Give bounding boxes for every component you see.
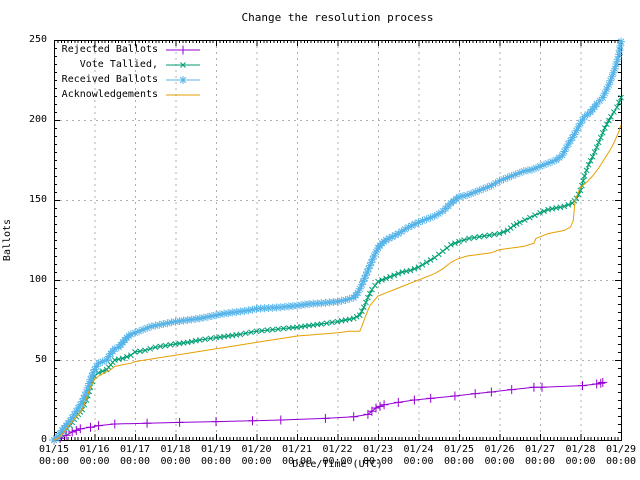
y-axis-label: Ballots: [2, 218, 13, 262]
legend-label: Acknowledgements: [61, 89, 158, 100]
legend-label: Vote Tallied,: [79, 59, 158, 70]
legend-item-received-ballots: Received Ballots: [58, 72, 202, 87]
x-tick-label-time: 00:00: [38, 456, 70, 467]
x-tick-label-time: 00:00: [484, 456, 515, 467]
x-tick-label-time: 00:00: [524, 456, 556, 467]
x-tick-label-date: 01/24: [403, 444, 434, 455]
y-tick-label: 150: [28, 194, 47, 205]
asterisk-marker-icon: [166, 75, 200, 84]
x-tick-label-date: 01/22: [322, 444, 353, 455]
x-tick-label-time: 00:00: [160, 456, 191, 467]
legend-item-vote-tallied: Vote Tallied,: [58, 57, 202, 72]
cross-marker-icon: [166, 61, 200, 68]
legend-label: Rejected Ballots: [61, 44, 158, 55]
x-tick-label-date: 01/28: [565, 444, 596, 455]
y-tick-label: 250: [28, 34, 47, 45]
x-tick-label-date: 01/15: [38, 444, 70, 455]
x-tick-label-time: 00:00: [281, 456, 313, 467]
x-tick-label-time: 00:00: [241, 456, 272, 467]
x-tick-label-date: 01/23: [362, 444, 394, 455]
x-tick-label-date: 01/20: [241, 444, 272, 455]
chart-title: Change the resolution process: [241, 11, 434, 24]
x-tick-label-date: 01/27: [524, 444, 556, 455]
x-tick-label-date: 01/18: [160, 444, 191, 455]
x-tick-label-time: 00:00: [322, 456, 353, 467]
x-tick-label-time: 00:00: [200, 456, 232, 467]
line-marker-icon: [166, 94, 200, 95]
legend-label: Received Ballots: [61, 74, 158, 85]
x-tick-label-date: 01/17: [119, 444, 151, 455]
legend-item-acknowledgements: Acknowledgements: [58, 87, 202, 102]
x-tick-label-date: 01/16: [79, 444, 110, 455]
x-tick-label-time: 00:00: [119, 456, 151, 467]
legend-item-rejected-ballots: Rejected Ballots: [58, 42, 202, 57]
x-tick-label-date: 01/25: [443, 444, 475, 455]
x-tick-label-date: 01/26: [484, 444, 515, 455]
y-tick-label: 100: [28, 274, 47, 285]
x-tick-label-time: 00:00: [403, 456, 434, 467]
y-tick-label: 50: [34, 354, 47, 365]
x-tick-label-time: 00:00: [362, 456, 394, 467]
x-tick-label-date: 01/29: [605, 444, 637, 455]
x-tick-label-time: 00:00: [443, 456, 475, 467]
x-tick-label-time: 00:00: [565, 456, 596, 467]
y-tick-label: 200: [28, 114, 47, 125]
legend: Rejected Ballots Vote Tallied, Received Ba…: [58, 42, 202, 102]
plus-marker-icon: [166, 45, 200, 54]
x-tick-label-time: 00:00: [605, 456, 637, 467]
x-tick-label-date: 01/21: [281, 444, 313, 455]
x-tick-label-time: 00:00: [79, 456, 110, 467]
y-tick-label: 0: [40, 434, 47, 445]
x-tick-label-date: 01/19: [200, 444, 232, 455]
